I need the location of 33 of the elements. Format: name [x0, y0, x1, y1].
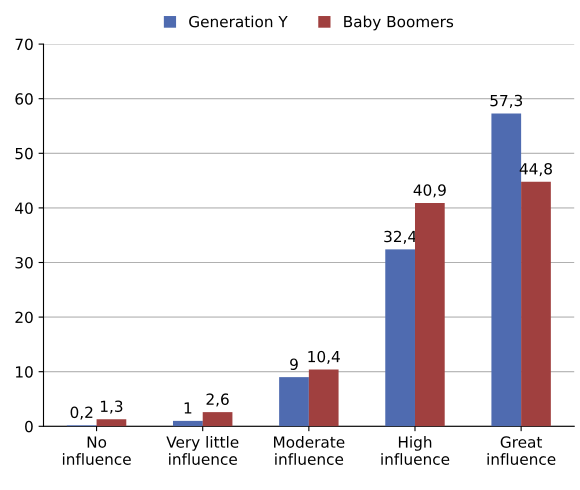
bar — [172, 420, 203, 426]
data-label: 9 — [290, 358, 298, 370]
bar — [279, 377, 309, 426]
data-label: 1,3 — [100, 400, 122, 414]
y-tick-label: 70 — [16, 38, 33, 50]
y-tick-label: 10 — [16, 366, 33, 378]
bar — [202, 412, 232, 426]
bar — [414, 202, 445, 426]
data-label: 0,2 — [70, 406, 92, 420]
legend-label: Baby Boomers — [344, 16, 454, 30]
x-tick-label: Very little influence — [166, 436, 238, 465]
y-tick-label: 0 — [25, 420, 33, 432]
data-label: 57,3 — [490, 94, 522, 108]
y-tick-label: 40 — [15, 202, 33, 214]
data-label: 32,4 — [384, 230, 416, 244]
y-tick-label: 50 — [16, 148, 33, 160]
x-tick-label: Moderate influence — [274, 436, 344, 465]
x-tick-label: High influence — [381, 436, 450, 465]
data-label: 10,4 — [308, 350, 340, 364]
data-label: 2,6 — [206, 393, 229, 407]
legend-label: Generation Y — [189, 16, 288, 28]
bar — [521, 182, 551, 426]
bar — [96, 419, 126, 426]
data-label: 1 — [184, 402, 192, 414]
bar — [491, 113, 522, 426]
data-label: 40,9 — [414, 184, 446, 198]
y-tick-label: 30 — [16, 256, 33, 269]
bar — [385, 249, 415, 426]
y-tick-label: 20 — [15, 312, 33, 324]
x-tick-label: No influence — [62, 436, 131, 465]
bar — [308, 370, 339, 426]
x-tick-label: Great influence — [488, 436, 556, 465]
y-tick-label: 60 — [15, 93, 33, 105]
